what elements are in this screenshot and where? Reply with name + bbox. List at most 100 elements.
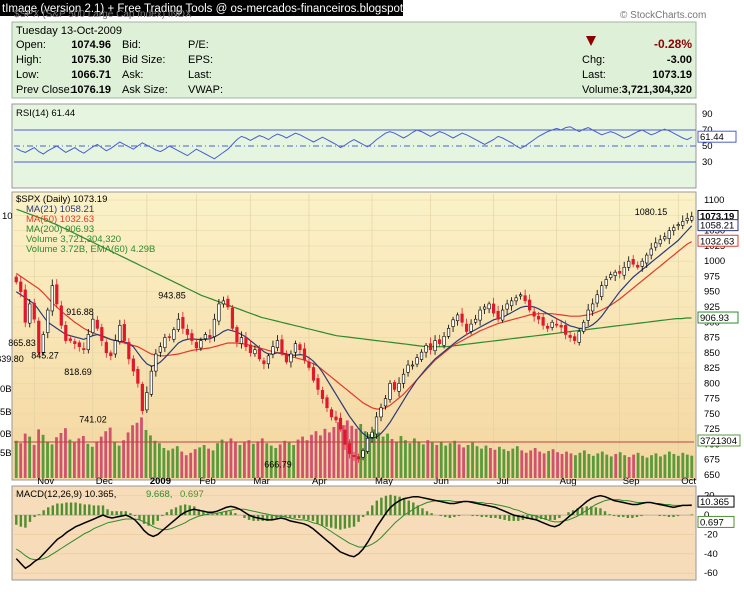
volume-bar xyxy=(247,440,251,478)
volume-bar xyxy=(283,440,287,478)
ask-label: Ask: xyxy=(122,69,143,81)
volume-bar xyxy=(242,442,246,478)
price-tick-850: 850 xyxy=(704,348,720,359)
candle-body xyxy=(55,284,59,305)
candle-body xyxy=(392,382,397,390)
right-label-text: 1073.19 xyxy=(700,211,734,222)
volume-bar xyxy=(225,442,228,478)
macd-histogram-bar xyxy=(124,511,128,516)
macd-histogram-bar xyxy=(667,515,671,518)
macd-histogram-bar xyxy=(471,515,474,517)
volume-bar xyxy=(234,442,237,478)
volume-bar xyxy=(189,452,193,478)
volume-bar xyxy=(37,429,41,478)
price-tick-1100: 1100 xyxy=(704,195,724,206)
candle-body xyxy=(50,285,54,312)
quote-date: Tuesday 13-Oct-2009 xyxy=(16,25,122,37)
macd-histogram-bar xyxy=(329,515,333,528)
rsi-layer: 90 70 50 30 61.44 xyxy=(14,109,737,168)
volume-bar xyxy=(587,454,591,478)
volume-bar xyxy=(198,447,202,478)
month-label-Oct: Oct xyxy=(681,476,696,487)
macd-histogram-bar xyxy=(151,515,155,525)
volume-bar xyxy=(149,435,152,478)
volume-bar xyxy=(426,440,430,478)
ask-size-label: Ask Size: xyxy=(122,84,168,96)
candle-body xyxy=(690,216,694,221)
volume-bar xyxy=(529,450,533,478)
volume-last-label: 3721304 xyxy=(700,436,737,447)
price-tick-775: 775 xyxy=(704,394,720,405)
volume-bar xyxy=(166,450,170,478)
macd-histogram-bar xyxy=(56,503,59,516)
candle-body xyxy=(343,429,347,445)
volume-bar xyxy=(497,446,501,478)
price-tick-750: 750 xyxy=(704,409,720,420)
low-value: 1066.71 xyxy=(71,69,111,81)
candle-body xyxy=(347,443,352,454)
volume-bar xyxy=(95,441,99,478)
volume-bar xyxy=(90,446,94,478)
candle-body xyxy=(181,317,185,329)
candle-body xyxy=(59,305,63,326)
volume-bar xyxy=(417,441,421,478)
volume-axis-label: 0B xyxy=(0,384,12,395)
rsi-last-box xyxy=(697,130,737,143)
ma200-legend: MA(200) 906.93 xyxy=(26,224,94,235)
candle-body xyxy=(86,334,90,351)
volume-bar xyxy=(336,422,340,478)
volume-bar xyxy=(627,457,631,478)
candle-body xyxy=(681,221,685,226)
candle-body xyxy=(302,348,307,361)
candle-body xyxy=(383,398,388,407)
candle-body xyxy=(221,300,226,305)
volume-bar xyxy=(439,442,443,478)
volume-bar xyxy=(399,436,403,478)
volume-bar xyxy=(609,456,613,478)
volume-bar xyxy=(578,452,582,478)
macd-legend: MACD(12,26,9) 10.365, 9.668, 0.697 xyxy=(16,489,204,500)
candle-body xyxy=(32,302,36,320)
macd-histogram-bar xyxy=(421,508,424,516)
macd-histogram-bar xyxy=(612,515,616,517)
volume-bar xyxy=(180,451,184,478)
macd-histogram-bar xyxy=(567,512,570,516)
volume-axis-label: 5B xyxy=(0,448,12,459)
candle-body xyxy=(685,218,689,221)
candle-body xyxy=(311,367,316,381)
candle-body xyxy=(356,456,361,460)
macd-histogram-bar xyxy=(211,514,214,516)
macd-legend-signal: 9.668, xyxy=(146,489,172,500)
watermark-bar xyxy=(0,0,403,16)
candle-body xyxy=(663,236,667,240)
ma50-legend: MA(50) 1032.63 xyxy=(26,214,94,225)
volume-bar xyxy=(645,457,649,478)
candle-body xyxy=(568,335,572,338)
candle-body xyxy=(424,345,428,353)
candle-body xyxy=(172,329,176,340)
macd-histogram-bar xyxy=(530,515,534,519)
macd-histogram-bar xyxy=(343,515,347,529)
volume-bar xyxy=(524,452,528,478)
price-annotation: 916.88 xyxy=(66,307,94,317)
volume-bar xyxy=(86,443,90,478)
macd-histogram-bar xyxy=(138,515,141,520)
macd-histogram-bar xyxy=(266,515,269,521)
candle-body xyxy=(667,230,671,239)
volume-bar xyxy=(269,445,273,478)
stockcharts-credit: © StockCharts.com xyxy=(620,10,706,21)
macd-histogram-bar xyxy=(663,515,666,517)
chg-value: -3.00 xyxy=(667,54,692,66)
macd-histogram-bar xyxy=(37,514,41,516)
volume-bar xyxy=(453,440,457,478)
volume-bar xyxy=(430,442,434,478)
candle-body xyxy=(582,321,586,332)
macd-histogram-bar xyxy=(298,515,301,518)
volume-bar xyxy=(412,438,416,478)
macd-tick--20: -20 xyxy=(704,529,718,540)
candle-body xyxy=(275,340,280,348)
candle-body xyxy=(280,339,284,354)
volume-bar xyxy=(506,451,510,478)
volume-bar xyxy=(408,443,412,478)
